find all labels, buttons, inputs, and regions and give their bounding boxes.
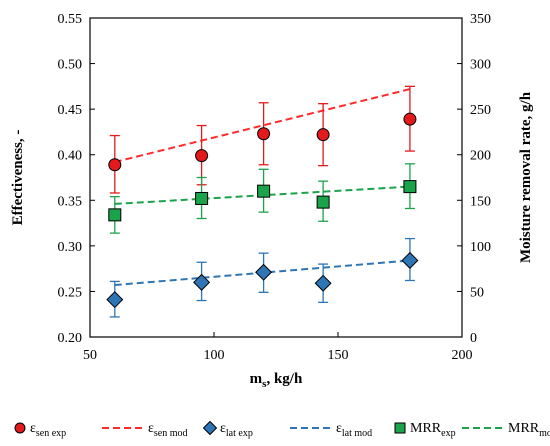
data-point [401, 251, 419, 269]
legend-marker-0 [14, 422, 26, 434]
x-tick-label: 150 [328, 348, 349, 363]
y-axis-title: Effectiveness, - [10, 130, 26, 226]
data-point [257, 184, 271, 198]
data-point [106, 291, 124, 309]
data-point [316, 128, 330, 142]
y2-tick-label: 350 [470, 12, 491, 27]
data-point [195, 149, 209, 163]
data-point [257, 127, 271, 141]
data-point [108, 158, 122, 172]
y-tick-label: 0.45 [58, 103, 83, 118]
y2-tick-label: 300 [470, 58, 491, 73]
data-point [314, 274, 332, 292]
y2-tick-label: 50 [470, 285, 484, 300]
plot-frame [89, 17, 463, 338]
y-tick-label: 0.50 [58, 58, 83, 73]
x-tick-label: 50 [83, 348, 97, 363]
data-point [403, 112, 417, 126]
y2-tick-label: 250 [470, 103, 491, 118]
data-point [195, 191, 209, 205]
legend-marker-4 [394, 422, 406, 434]
y2-tick-label: 200 [470, 149, 491, 164]
legend-label-4: MRRexp [410, 421, 456, 439]
legend-label-0: εsen exp [30, 421, 66, 439]
data-point [193, 273, 211, 291]
x-tick-label: 100 [204, 348, 225, 363]
y-tick-label: 0.55 [58, 12, 83, 27]
y2-tick-label: 100 [470, 240, 491, 255]
data-point [255, 263, 273, 281]
y-tick-label: 0.35 [58, 194, 83, 209]
y-tick-label: 0.40 [58, 149, 83, 164]
series-line-0 [114, 88, 411, 163]
y-tick-label: 0.20 [58, 331, 83, 346]
y2-tick-label: 0 [470, 331, 477, 346]
legend-label-2: εlat exp [220, 421, 253, 439]
data-point [403, 180, 417, 194]
data-point [316, 195, 330, 209]
x-axis-title: ms, kg/h [250, 371, 303, 390]
x-tick-label: 200 [452, 348, 473, 363]
y2-tick-label: 150 [470, 194, 491, 209]
y-tick-label: 0.25 [58, 285, 83, 300]
y-tick-label: 0.30 [58, 240, 83, 255]
legend-label-1: εsen mod [148, 421, 188, 439]
y2-axis-title: Moisture removal rate, g/h [518, 91, 534, 263]
legend-label-3: εlat mod [336, 421, 372, 439]
legend-marker-2 [202, 420, 218, 436]
data-point [108, 208, 122, 222]
legend-label-5: MRRmod [508, 421, 550, 439]
